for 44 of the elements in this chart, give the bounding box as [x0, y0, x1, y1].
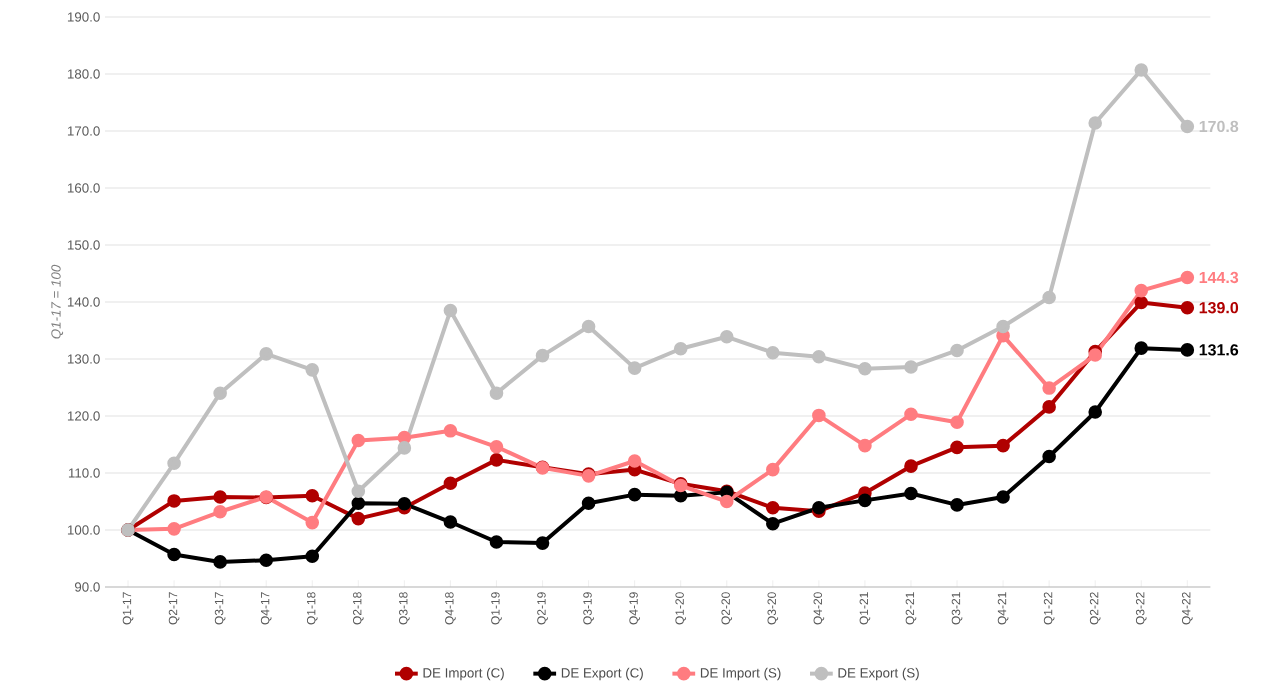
x-tick-label: Q1-21 [859, 592, 871, 625]
x-tick-label: Q4-21 [997, 592, 1009, 625]
x-tick-label: Q4-20 [813, 592, 825, 625]
x-tick-label: Q3-19 [583, 592, 594, 625]
x-tick-label: Q2-17 [168, 592, 180, 625]
x-tick-label: Q3-17 [214, 592, 226, 625]
x-tick-label: Q4-17 [260, 592, 272, 625]
legend-label: DE Import (S) [700, 667, 781, 681]
y-tick-label: 140.0 [67, 297, 100, 307]
data-label: 170.8 [1199, 120, 1239, 133]
x-tick-label: Q1-19 [491, 592, 502, 625]
x-tick-label: Q2-20 [721, 592, 733, 625]
y-tick-label: 110.0 [68, 468, 100, 478]
x-tick-label: Q3-20 [767, 592, 779, 625]
x-tick-label: Q2-18 [352, 592, 364, 625]
legend-label: DE Export (C) [561, 667, 643, 681]
y-tick-label: 180.0 [67, 69, 100, 79]
x-tick-label: Q1-18 [306, 592, 318, 625]
y-tick-label: 100.0 [67, 525, 100, 535]
y-tick-label: 150.0 [67, 240, 100, 250]
y-tick-label: 130.0 [67, 354, 100, 364]
y-tick-label: 170.0 [67, 126, 100, 136]
x-tick-label: Q2-19 [537, 592, 548, 625]
legend-label: DE Export (S) [838, 667, 919, 681]
legend-label: DE Import (C) [423, 667, 504, 681]
data-label: 139.0 [1199, 302, 1239, 314]
y-tick-label: 90.0 [74, 582, 100, 592]
x-tick-label: Q1-22 [1043, 592, 1055, 625]
y-tick-label: 120.0 [67, 411, 100, 421]
data-label: 131.6 [1199, 344, 1239, 356]
x-tick-label: Q3-22 [1135, 592, 1147, 625]
x-tick-label: Q4-19 [629, 592, 640, 625]
y-axis-title: Q1-17 = 100 [51, 264, 64, 339]
y-tick-label: 160.0 [67, 183, 100, 193]
y-tick-label: 190.0 [67, 12, 100, 22]
x-tick-label: Q3-21 [951, 592, 963, 625]
data-label: 144.3 [1199, 271, 1239, 284]
x-tick-label: Q3-18 [399, 592, 410, 625]
x-tick-label: Q1-20 [675, 592, 687, 625]
x-tick-label: Q2-21 [905, 592, 917, 625]
x-tick-label: Q4-22 [1181, 592, 1193, 625]
x-tick-label: Q4-18 [445, 592, 456, 625]
x-tick-label: Q1-17 [122, 592, 134, 625]
x-tick-label: Q2-22 [1089, 592, 1101, 625]
